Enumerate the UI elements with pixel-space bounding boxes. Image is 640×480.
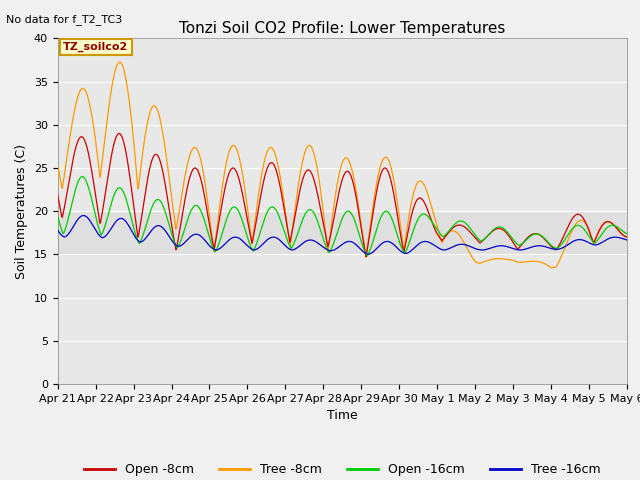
Text: TZ_soilco2: TZ_soilco2: [63, 42, 129, 52]
Text: No data for f_T2_TC3: No data for f_T2_TC3: [6, 14, 123, 25]
Bar: [58, 211, 627, 254]
Y-axis label: Soil Temperatures (C): Soil Temperatures (C): [15, 144, 28, 279]
Title: Tonzi Soil CO2 Profile: Lower Temperatures: Tonzi Soil CO2 Profile: Lower Temperatur…: [179, 21, 506, 36]
Legend: Open -8cm, Tree -8cm, Open -16cm, Tree -16cm: Open -8cm, Tree -8cm, Open -16cm, Tree -…: [79, 458, 606, 480]
X-axis label: Time: Time: [327, 409, 358, 422]
